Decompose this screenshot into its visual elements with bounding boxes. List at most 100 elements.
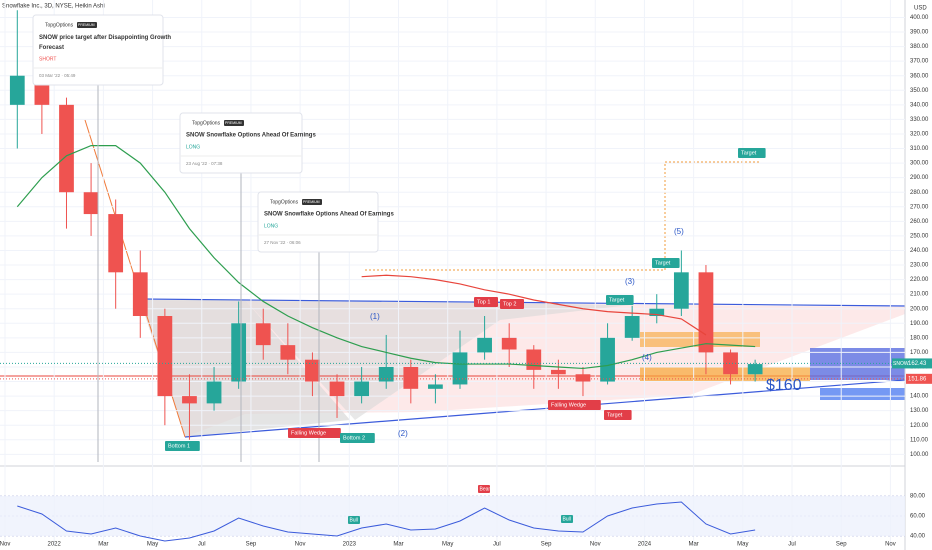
candle-body xyxy=(157,316,173,397)
x-tick-label: Mar xyxy=(688,542,698,548)
annotation-box xyxy=(548,400,601,410)
candle xyxy=(477,316,492,360)
candle-body xyxy=(698,272,714,353)
candle-body xyxy=(575,374,591,382)
annotation: Bottom 1 xyxy=(168,443,190,449)
candle-body xyxy=(551,369,566,375)
annotation: $160 xyxy=(766,377,802,394)
x-tick-label: Mar xyxy=(98,542,108,548)
price-tag xyxy=(906,358,932,369)
note-badge-label: PREMIUM xyxy=(303,200,320,204)
candle-body xyxy=(403,366,419,389)
candle-body xyxy=(255,323,271,346)
rsi-tick-label: 40.00 xyxy=(910,534,926,540)
y-tick-label: 330.00 xyxy=(910,117,929,123)
x-tick-label: May xyxy=(442,542,453,548)
candle xyxy=(231,301,247,389)
x-tick-label: Mar xyxy=(393,542,403,548)
candle-body xyxy=(600,337,615,382)
y-tick-label: 360.00 xyxy=(910,73,929,79)
candle-body xyxy=(354,381,369,397)
candle xyxy=(255,308,271,360)
ticker-label: SNOW xyxy=(893,361,909,367)
candle xyxy=(206,366,222,411)
candle-body xyxy=(673,272,689,309)
annotation-box xyxy=(604,410,632,420)
y-tick-label: 240.00 xyxy=(910,248,929,254)
candle xyxy=(649,294,665,324)
x-tick-label: Jul xyxy=(493,542,501,548)
y-tick-label: 190.00 xyxy=(910,321,929,327)
annotation: Target xyxy=(607,412,623,418)
note-time: 27 Nov '22 · 06:06 xyxy=(264,240,301,245)
candle-body xyxy=(723,352,738,375)
annotation: Target xyxy=(609,297,625,303)
candle-body xyxy=(329,381,345,397)
note-badge-label: PREMIUM xyxy=(225,121,242,125)
candle xyxy=(9,10,25,149)
candle xyxy=(501,323,517,367)
y-tick-label: 280.00 xyxy=(910,190,929,196)
candle xyxy=(747,359,763,382)
annotation: Target xyxy=(655,260,671,266)
rsi-annotation-box xyxy=(561,515,573,523)
moving-average xyxy=(16,145,756,370)
candle xyxy=(378,334,394,389)
x-tick-label: Sep xyxy=(246,542,257,548)
rsi-tick-label: 80.00 xyxy=(910,494,926,500)
note-card xyxy=(257,191,379,253)
candle xyxy=(403,359,419,404)
annotation: (4) xyxy=(642,353,652,362)
annotation: Top 1 xyxy=(477,299,490,305)
note-signal: SHORT xyxy=(39,56,56,62)
rsi-annotation: Bull xyxy=(563,516,571,522)
y-tick-label: 340.00 xyxy=(910,102,929,108)
candle-body xyxy=(501,337,517,350)
candle-body xyxy=(452,352,468,385)
candle xyxy=(575,366,591,397)
y-tick-label: 290.00 xyxy=(910,175,929,181)
note-signal: LONG xyxy=(186,144,200,150)
candle-body xyxy=(477,337,492,353)
x-tick-label: 2024 xyxy=(638,542,652,548)
note-signal: LONG xyxy=(264,223,278,229)
candle-body xyxy=(231,323,247,382)
y-tick-label: 180.00 xyxy=(910,335,929,341)
y-tick-label: 250.00 xyxy=(910,233,929,239)
note-source: TopgOptions xyxy=(270,199,299,205)
candle-body xyxy=(624,316,640,338)
annotation-box xyxy=(652,258,680,268)
annotation: Top 2 xyxy=(503,301,516,307)
rsi-annotation: Bear xyxy=(480,486,491,492)
y-tick-label: 350.00 xyxy=(910,88,929,94)
candle-body xyxy=(280,345,296,360)
y-tick-label: 310.00 xyxy=(910,146,929,152)
x-tick-label: Jul xyxy=(198,542,206,548)
note-source: TopgOptions xyxy=(45,22,74,28)
ticker-tag xyxy=(892,358,906,369)
candle-body xyxy=(132,272,148,317)
note-title: SNOW Snowflake Options Ahead Of Earnings xyxy=(186,133,316,139)
candle-body xyxy=(108,214,124,273)
annotation-box xyxy=(500,299,524,309)
candle-body xyxy=(747,364,763,375)
y-tick-label: 400.00 xyxy=(910,15,929,21)
x-tick-label: 2022 xyxy=(48,542,62,548)
annotation: (5) xyxy=(674,227,684,236)
moving-average xyxy=(361,274,707,336)
annotation-box xyxy=(606,295,634,305)
candle xyxy=(59,97,74,229)
note-badge xyxy=(302,199,322,205)
annotation-box xyxy=(288,428,341,438)
note-badge xyxy=(77,22,97,28)
candle xyxy=(673,250,689,317)
rsi-tick-label: 60.00 xyxy=(910,514,926,520)
candle xyxy=(600,323,615,385)
x-tick-label: May xyxy=(147,542,158,548)
note-title: SNOW Snowflake Options Ahead Of Earnings xyxy=(264,212,394,218)
candle-body xyxy=(83,192,99,215)
y-tick-label: 270.00 xyxy=(910,204,929,210)
y-tick-label: 230.00 xyxy=(910,263,929,269)
candle-body xyxy=(526,349,542,370)
